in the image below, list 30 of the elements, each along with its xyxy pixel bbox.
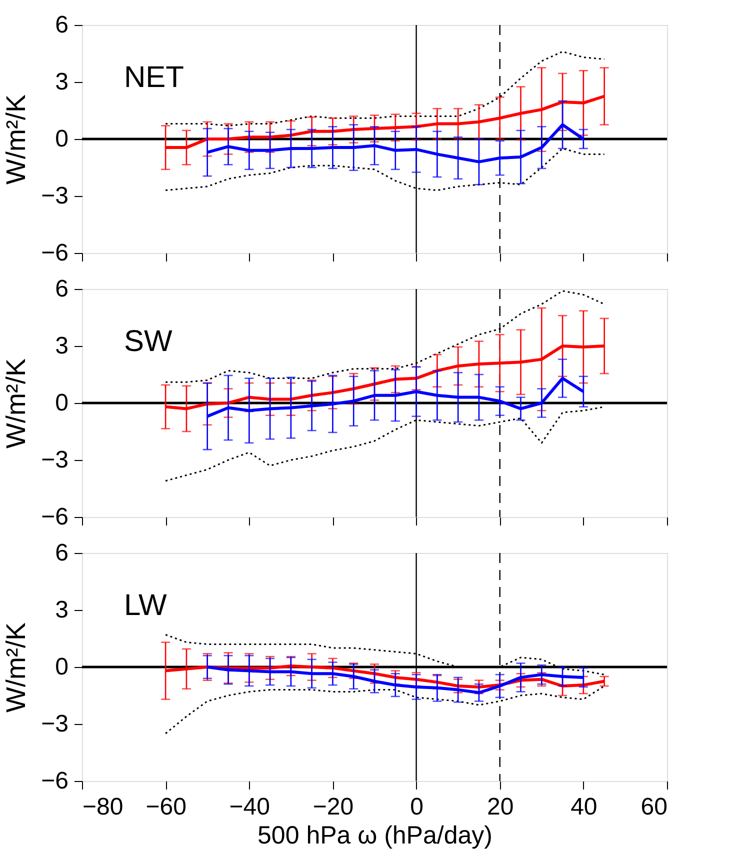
y-tick-label: 0: [55, 126, 68, 152]
x-tick-label: −20: [312, 794, 354, 820]
y-tick-label: −6: [41, 504, 68, 530]
y-tick-label: −3: [41, 446, 68, 474]
x-tick-label: −80: [82, 794, 124, 820]
y-tick-label: 6: [55, 540, 68, 566]
y-tick-label: 6: [55, 276, 68, 302]
y-tick-label: 3: [55, 68, 68, 96]
x-tick-label: −60: [146, 794, 186, 820]
x-tick-label: 60: [640, 794, 668, 820]
y-tick-label: −3: [41, 182, 68, 210]
annotation: SW: [124, 325, 174, 358]
x-tick-label: 20: [487, 794, 514, 820]
y-tick-label: 3: [55, 596, 68, 624]
annotation: LW: [124, 589, 168, 622]
x-tick-label: −40: [229, 794, 270, 820]
y-axis-title: W/m²/K: [1, 94, 32, 184]
y-tick-label: −6: [41, 240, 68, 266]
y-tick-label: 0: [55, 654, 68, 680]
y-axis-title: W/m²/K: [1, 622, 32, 712]
x-tick-label: 0: [410, 794, 424, 820]
y-tick-label: −6: [41, 768, 68, 794]
y-tick-label: 3: [55, 332, 68, 360]
y-axis-title: W/m²/K: [1, 358, 32, 448]
x-axis-title: 500 hPa ω (hPa/day): [258, 822, 492, 850]
x-tick-label: 40: [570, 794, 598, 820]
y-tick-label: −3: [41, 710, 68, 738]
annotation: NET: [124, 61, 184, 94]
y-tick-label: 0: [55, 390, 68, 416]
y-tick-label: 6: [55, 12, 68, 38]
